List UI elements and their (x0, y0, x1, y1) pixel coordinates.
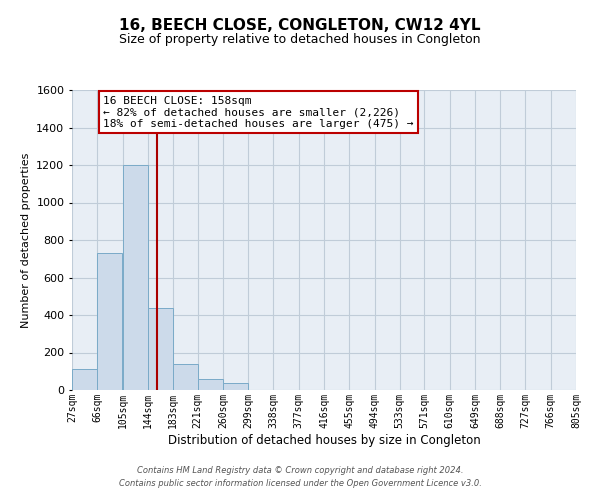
Bar (72, 370, 97, 390)
Text: Size of property relative to detached houses in Congleton: Size of property relative to detached ho… (119, 32, 481, 46)
Bar (148, 308, 173, 390)
Text: 16, BEECH CLOSE, CONGLETON, CW12 4YL: 16, BEECH CLOSE, CONGLETON, CW12 4YL (119, 18, 481, 32)
Text: Contains HM Land Registry data © Crown copyright and database right 2024.
Contai: Contains HM Land Registry data © Crown c… (119, 466, 481, 487)
Bar (97, 253, 122, 390)
Bar (198, 379, 223, 390)
Bar (223, 384, 248, 390)
Y-axis label: Number of detached properties: Number of detached properties (20, 152, 31, 328)
Bar (122, 165, 148, 390)
Text: 16 BEECH CLOSE: 158sqm
← 82% of detached houses are smaller (2,226)
18% of semi-: 16 BEECH CLOSE: 158sqm ← 82% of detached… (103, 96, 413, 129)
X-axis label: Distribution of detached houses by size in Congleton: Distribution of detached houses by size … (167, 434, 481, 446)
Bar (173, 364, 198, 390)
